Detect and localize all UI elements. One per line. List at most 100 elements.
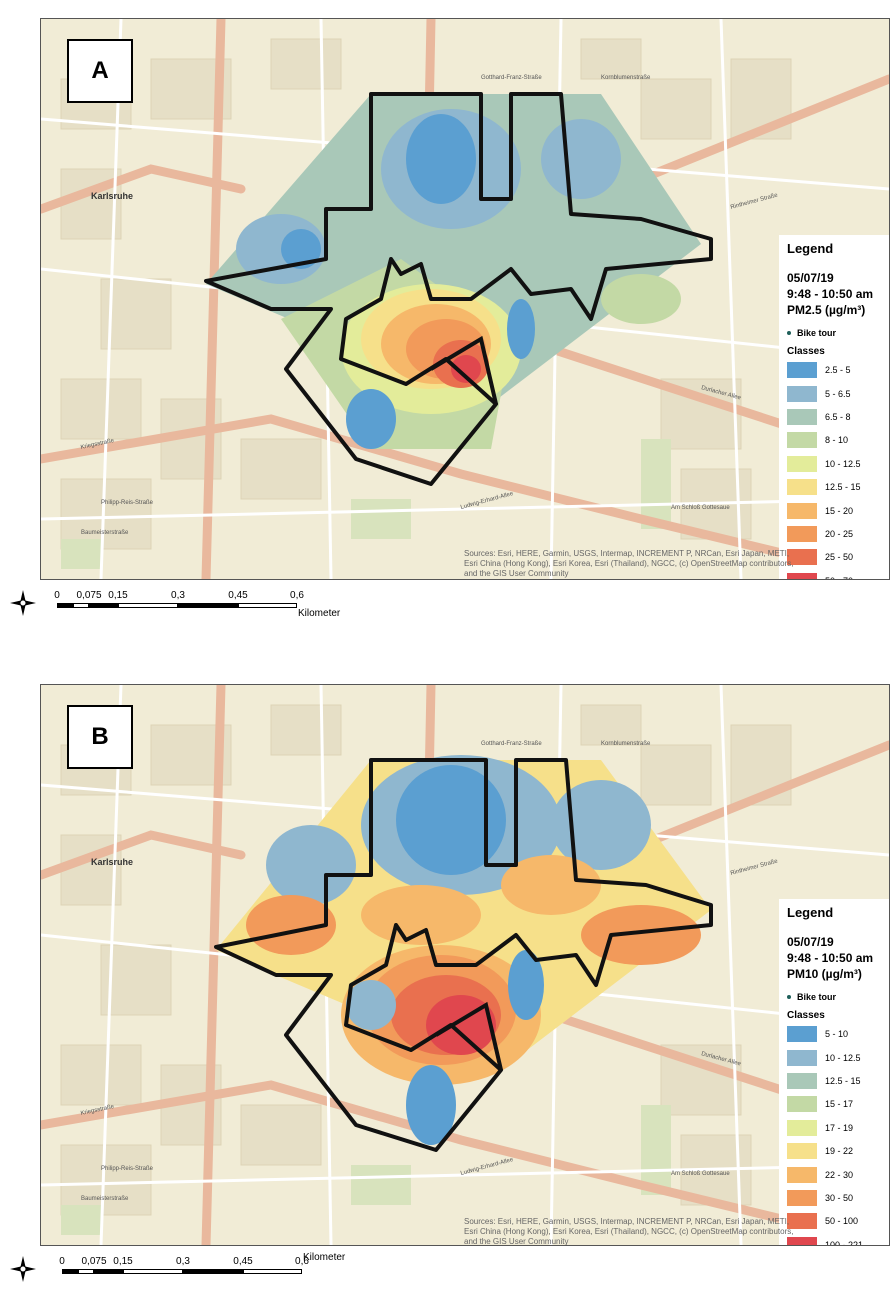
legend-swatch [787,385,817,402]
legend-bike-tour: Bike tour [787,992,889,1002]
north-arrow-icon [8,588,38,618]
north-arrow-icon [8,1254,38,1284]
legend-class-label: 15 - 17 [825,1099,854,1110]
legend-swatch [787,1166,817,1183]
street-label: Philipp-Reis-Straße [101,1166,154,1172]
legend-class-label: 17 - 19 [825,1122,854,1133]
street-label: Am Schloß Gottesaue [671,505,730,511]
street-label: Kornblumenstraße [601,75,651,81]
bike-tour-label: Bike tour [797,992,837,1002]
legend-swatch [787,362,817,379]
street-label: Baumeisterstraße [81,530,129,536]
scale-segment [183,1269,243,1274]
legend-swatch [787,455,817,472]
panel-label: B [67,705,133,769]
legend-class-label: 15 - 20 [825,505,854,516]
legend-class-label: 8 - 10 [825,435,849,446]
legend-class-row: 30 - 50 [787,1187,889,1209]
map-panel-a: Karlsruhe Ludwig-Erhard-Allee Kriegsstra… [40,18,890,580]
scale-tick: 0,45 [228,590,248,601]
street-label: Baumeisterstraße [81,1196,129,1202]
legend-pollutant: PM10 (µg/m³) [787,967,862,981]
legend-time: 9:48 - 10:50 am [787,287,874,301]
legend-title: Legend [787,241,834,256]
panel-label: A [67,39,133,103]
legend-subtitle: 05/07/19 9:48 - 10:50 am PM10 (µg/m³) [787,934,889,982]
legend-swatch [787,1026,817,1043]
legend-class-row: 10 - 12.5 [787,453,889,475]
scale-tick: 0,3 [176,1256,190,1267]
bike-tour-icon [787,331,791,335]
scale-tick: 0,075 [81,1256,107,1267]
attribution: Sources: Esri, HERE, Garmin, USGS, Inter… [464,549,794,578]
legend-class-label: 12.5 - 15 [825,1075,861,1086]
legend-class-label: 25 - 50 [825,552,854,563]
scale-segment [118,603,178,608]
legend-swatch [787,408,817,425]
legend-class-label: 6.5 - 8 [825,411,851,422]
legend-class-label: 10 - 12.5 [825,458,861,469]
legend-swatch [787,1119,817,1136]
legend-class-label: 30 - 50 [825,1192,854,1203]
attribution: Sources: Esri, HERE, Garmin, USGS, Inter… [464,1217,794,1246]
scale-tick: 0 [59,1256,65,1267]
legend-class-row: 8 - 10 [787,429,889,451]
legend-swatch [787,479,817,496]
scale-segment [238,603,297,608]
bike-tour-icon [787,995,791,999]
legend-b: Legend 05/07/19 9:48 - 10:50 am PM10 (µg… [779,899,889,1245]
scale-tick: 0,6 [295,1256,309,1267]
legend-class-label: 5 - 6.5 [825,388,851,399]
scale-bar-a: 0 0,075 0,15 0,3 0,45 0,6 Kilometer [0,590,400,630]
legend-swatch [787,1143,817,1160]
legend-class-label: 19 - 22 [825,1146,854,1157]
scale-bar-b: 0 0,075 0,15 0,3 0,45 0,6 Kilometer [0,1252,400,1296]
legend-class-row: 17 - 19 [787,1117,889,1139]
scale-segment [178,603,238,608]
map-panel-b: Karlsruhe Ludwig-Erhard-Allee Kriegsstra… [40,684,890,1246]
legend-class-row: 25 - 50 [787,546,889,568]
legend-class-label: 5 - 10 [825,1029,849,1040]
legend-swatch [787,1096,817,1113]
scale-segment [62,1269,78,1274]
legend-classes-title: Classes [787,1010,825,1021]
legend-class-row: 50 - 70 [787,570,889,579]
legend-classes-title: Classes [787,346,825,357]
scale-segment [89,603,118,608]
scale-segment [94,1269,123,1274]
legend-class-row: 15 - 17 [787,1093,889,1115]
street-label: Philipp-Reis-Straße [101,500,154,506]
legend-class-row: 5 - 6.5 [787,382,889,404]
legend-date: 05/07/19 [787,271,834,285]
basemap-b: Karlsruhe Ludwig-Erhard-Allee Kriegsstra… [41,685,889,1245]
legend-class-row: 100 - 221 [787,1234,889,1245]
legend-class-row: 12.5 - 15 [787,476,889,498]
scale-segment [57,603,73,608]
scale-tick: 0,3 [171,590,185,601]
legend-swatch [787,549,817,566]
legend-pollutant: PM2.5 (µg/m³) [787,303,866,317]
legend-class-label: 22 - 30 [825,1169,854,1180]
legend-swatch [787,1072,817,1089]
scale-tick: 0,075 [76,590,102,601]
legend-class-label: 12.5 - 15 [825,482,861,493]
legend-subtitle: 05/07/19 9:48 - 10:50 am PM2.5 (µg/m³) [787,270,889,318]
legend-swatch [787,1189,817,1206]
legend-class-row: 10 - 12.5 [787,1046,889,1068]
scale-segment [73,603,89,608]
legend-swatch [787,525,817,542]
legend-swatch [787,572,817,579]
legend-swatch [787,502,817,519]
legend-bike-tour: Bike tour [787,328,889,338]
legend-class-label: 10 - 12.5 [825,1052,861,1063]
scale-tick: 0 [54,590,60,601]
legend-class-label: 50 - 70 [825,576,853,579]
legend-class-row: 12.5 - 15 [787,1070,889,1092]
legend-swatch [787,1236,817,1245]
legend-class-row: 5 - 10 [787,1023,889,1045]
city-label: Karlsruhe [91,857,133,867]
legend-swatch [787,432,817,449]
legend-class-row: 20 - 25 [787,523,889,545]
legend-date: 05/07/19 [787,935,834,949]
scale-segment [123,1269,183,1274]
